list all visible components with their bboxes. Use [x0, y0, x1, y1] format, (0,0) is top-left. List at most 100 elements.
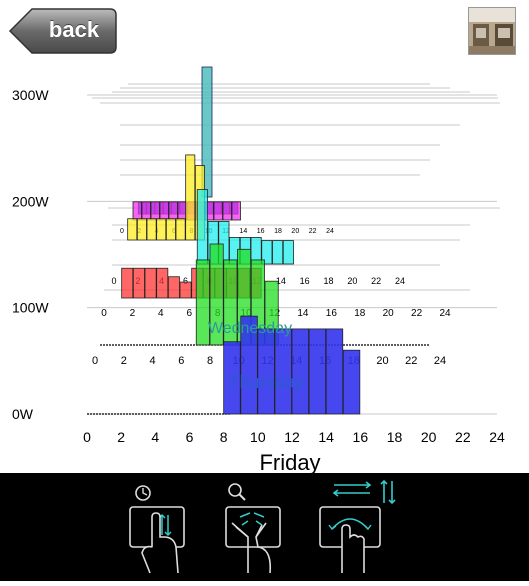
chart-bar — [144, 267, 157, 299]
chart-bar — [141, 201, 151, 221]
x-tick-label: 14 — [318, 429, 334, 445]
chart-bar — [222, 201, 232, 221]
chart-bar — [127, 218, 138, 241]
sub-axis-tick-label: 6 — [186, 308, 192, 319]
series-label: Thursday — [228, 372, 303, 392]
chart-bar — [342, 349, 361, 415]
chart-bar — [159, 201, 169, 221]
sub-axis-tick-label: 24 — [434, 355, 446, 367]
sub-axis-tick-label: 0 — [111, 276, 116, 286]
chart-bar — [156, 267, 169, 299]
sub-axis-tick-label: 22 — [411, 308, 423, 319]
chart-bar — [274, 328, 292, 415]
chart-bar — [261, 240, 273, 265]
sub-axis-tick-label: 4 — [149, 355, 155, 367]
chart-bar — [195, 259, 210, 346]
chart-bar — [185, 154, 196, 241]
chart-bar — [168, 201, 178, 221]
sub-axis-tick-label: 22 — [405, 355, 417, 367]
chart-bar — [257, 328, 275, 415]
chart-bar — [179, 281, 192, 299]
x-tick-label: 22 — [455, 429, 471, 445]
sub-axis-tick-label: 0 — [92, 355, 98, 367]
x-tick-label: 10 — [250, 429, 266, 445]
chart-bar — [167, 276, 180, 299]
y-tick-label: 100W — [12, 300, 49, 316]
sub-axis-tick-label: 22 — [371, 276, 381, 286]
chart-bar — [325, 328, 344, 415]
sub-axis-tick-label: 14 — [297, 308, 309, 319]
sub-axis-tick-label: 14 — [276, 276, 286, 286]
x-tick-label: 24 — [489, 429, 505, 445]
sub-axis-tick-label: 0 — [120, 228, 124, 235]
x-tick-label: 18 — [387, 429, 403, 445]
sub-axis-tick-label: 20 — [383, 308, 395, 319]
sub-axis-tick-label: 6 — [178, 355, 184, 367]
sub-axis-tick-label: 6 — [183, 276, 188, 286]
x-axis-title: Friday — [259, 450, 320, 473]
sub-axis-tick-label: 8 — [207, 355, 213, 367]
x-tick-label: 4 — [151, 429, 159, 445]
zoom-gesture[interactable] — [218, 473, 298, 581]
back-button-label: back — [48, 17, 100, 42]
back-button-shape — [8, 8, 117, 54]
chart-bar — [175, 218, 186, 241]
chart-bar — [121, 267, 134, 299]
chart-bar — [240, 315, 258, 415]
chart-bar — [282, 240, 294, 265]
x-tick-label: 0 — [83, 429, 91, 445]
sub-axis-tick-label: 2 — [130, 308, 136, 319]
chart-bar — [146, 218, 157, 241]
gesture-toolbar — [0, 473, 529, 581]
time-scroll-gesture[interactable] — [124, 473, 204, 581]
magnifier-icon — [225, 483, 281, 574]
sub-axis-tick-label: 14 — [239, 228, 247, 235]
x-tick-label: 16 — [353, 429, 369, 445]
chart-bar — [177, 201, 187, 221]
sub-axis-tick-label: 18 — [274, 228, 282, 235]
sub-axis-tick-label: 18 — [323, 276, 333, 286]
chart-bar — [165, 218, 176, 241]
sub-axis-tick-label: 20 — [347, 276, 357, 286]
back-button[interactable]: back — [8, 7, 118, 55]
chart-bar — [308, 328, 327, 415]
y-tick-label: 0W — [12, 406, 34, 422]
sub-axis-tick-label: 18 — [354, 308, 366, 319]
sub-axis-tick-label: 16 — [300, 276, 310, 286]
y-tick-label: 300W — [12, 87, 49, 103]
sub-axis-tick-label: 24 — [326, 228, 334, 235]
sub-axis-tick-label: 22 — [309, 228, 317, 235]
sub-axis-tick-label: 4 — [158, 308, 164, 319]
x-tick-label: 20 — [421, 429, 437, 445]
chart-bar — [132, 201, 142, 221]
x-tick-label: 8 — [220, 429, 228, 445]
x-tick-label: 2 — [117, 429, 125, 445]
chart-bar — [196, 189, 208, 265]
chart-bar — [132, 267, 145, 299]
photo-thumbnail[interactable] — [468, 7, 516, 55]
chart-bar — [291, 328, 309, 415]
x-tick-label: 12 — [284, 429, 300, 445]
x-tick-label: 6 — [186, 429, 194, 445]
chart-bar — [156, 218, 167, 241]
energy-chart[interactable]: 0W100W200W300W02468101214161820222402468… — [0, 0, 529, 473]
sub-axis-tick-label: 16 — [257, 228, 265, 235]
chart-bar — [272, 240, 284, 265]
chart-bar — [223, 341, 241, 415]
y-tick-label: 200W — [12, 193, 49, 209]
photo-icon — [469, 8, 515, 54]
sub-axis-tick-label: 2 — [121, 355, 127, 367]
clock-icon — [129, 485, 185, 574]
sub-axis-tick-label: 24 — [395, 276, 405, 286]
chart-bar — [213, 201, 223, 221]
chart-bar — [136, 218, 147, 241]
chart-bar — [209, 243, 224, 346]
sub-axis-tick-label: 16 — [326, 308, 338, 319]
chart-bar — [150, 201, 160, 221]
sub-axis-tick-label: 20 — [376, 355, 388, 367]
sub-axis-tick-label: 20 — [291, 228, 299, 235]
rotate-gesture[interactable] — [312, 473, 396, 581]
rotate-arrows-icon — [319, 479, 396, 573]
sub-axis-tick-label: 24 — [439, 308, 451, 319]
